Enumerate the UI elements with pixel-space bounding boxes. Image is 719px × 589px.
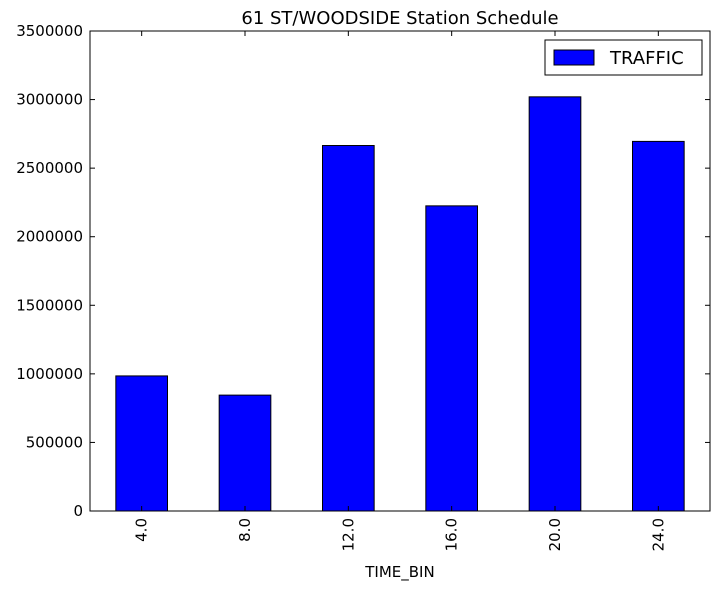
x-axis-label: TIME_BIN: [364, 563, 434, 582]
y-tick-label: 1000000: [16, 365, 83, 383]
y-tick-label: 0: [73, 502, 83, 520]
x-tick-label: 24.0: [649, 518, 667, 551]
bar-12.0: [322, 145, 375, 512]
plot-frame: [89, 30, 711, 512]
x-tick-label: 12.0: [339, 518, 357, 551]
y-axis: 0 500000 1000000 1500000 2000000 2500000 30000…: [16, 22, 710, 520]
y-tick-label: 1500000: [16, 296, 83, 314]
x-axis: 4.0 8.0 12.0 16.0 20.0 24.0: [133, 31, 667, 551]
legend: TRAFFIC: [544, 39, 703, 76]
bar-24.0: [632, 140, 685, 512]
chart-title: 61 ST/WOODSIDE Station Schedule: [241, 8, 558, 29]
y-tick-label: 2500000: [16, 159, 83, 177]
x-tick-label: 20.0: [546, 518, 564, 551]
x-tick-label: 8.0: [236, 518, 254, 542]
y-tick-label: 3000000: [16, 91, 83, 109]
bar-20.0: [528, 96, 582, 512]
legend-label-traffic: TRAFFIC: [609, 48, 684, 69]
y-tick-label: 500000: [26, 433, 83, 451]
legend-swatch-traffic: [553, 49, 595, 66]
x-tick-label: 4.0: [133, 518, 151, 542]
bar-4.0: [115, 375, 169, 512]
x-tick-label: 16.0: [443, 518, 461, 551]
y-tick-label: 3500000: [16, 22, 83, 40]
bar-16.0: [425, 205, 479, 512]
bar-8.0: [218, 394, 272, 512]
bars-group: [115, 96, 685, 512]
y-tick-label: 2000000: [16, 228, 83, 246]
